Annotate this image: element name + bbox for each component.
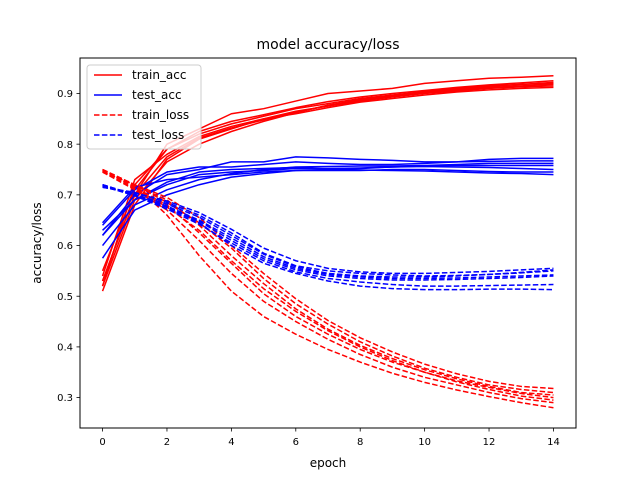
test_acc-line-10 <box>101 168 554 259</box>
y-tick-label: 0.4 <box>57 343 73 354</box>
x-tick-label: 2 <box>164 437 170 448</box>
y-tick-label: 0.6 <box>57 241 73 252</box>
train_loss-line-16 <box>102 171 554 404</box>
x-tick-label: 4 <box>228 437 234 448</box>
x-tick-label: 8 <box>357 437 363 448</box>
test_loss-line-28 <box>102 185 554 281</box>
test_loss-line-25 <box>102 185 554 287</box>
legend-label-test_acc: test_acc <box>132 88 182 102</box>
x-tick-label: 10 <box>418 437 431 448</box>
y-tick-label: 0.9 <box>57 89 73 100</box>
legend-box <box>86 64 202 150</box>
test_loss-line-24 <box>102 183 554 280</box>
test_acc-line-9 <box>101 157 554 226</box>
legend-label-train_loss: train_loss <box>132 108 189 122</box>
train_loss-line-15 <box>102 168 554 409</box>
test_acc-line-14 <box>101 166 554 236</box>
legend: train_acc test_acc train_loss test_loss <box>86 64 202 150</box>
legend-entries: train_acc test_acc train_loss test_loss <box>94 68 189 142</box>
train_loss-line-19 <box>102 171 554 394</box>
y-tick-label: 0.8 <box>57 140 73 151</box>
plot-frame <box>79 57 577 429</box>
y-ticks: 0.3 0.4 0.5 0.6 0.7 0.8 0.9 <box>57 89 80 404</box>
test_acc-line-8 <box>101 156 554 236</box>
y-tick-label: 0.5 <box>57 292 73 303</box>
legend-label-train_acc: train_acc <box>132 68 186 82</box>
y-tick-label: 0.7 <box>57 190 73 201</box>
x-tick-label: 6 <box>293 437 299 448</box>
x-tick-label: 0 <box>99 437 105 448</box>
legend-label-test_loss: test_loss <box>132 128 184 142</box>
chart-title: model accuracy/loss <box>257 37 400 53</box>
x-axis-label: epoch <box>310 456 347 470</box>
train_loss-line-20 <box>102 168 554 390</box>
test_loss-line-22 <box>102 183 554 291</box>
x-ticks: 0 2 4 6 8 10 12 14 <box>99 428 560 448</box>
y-tick-label: 0.3 <box>57 393 73 404</box>
train_acc-line-7 <box>101 83 554 282</box>
x-tick-label: 14 <box>547 437 560 448</box>
y-axis-label: accuracy/loss <box>30 202 44 283</box>
series-layer <box>101 74 554 409</box>
x-tick-label: 12 <box>483 437 496 448</box>
test_loss-line-26 <box>102 186 554 275</box>
test_acc-line-13 <box>101 162 554 246</box>
